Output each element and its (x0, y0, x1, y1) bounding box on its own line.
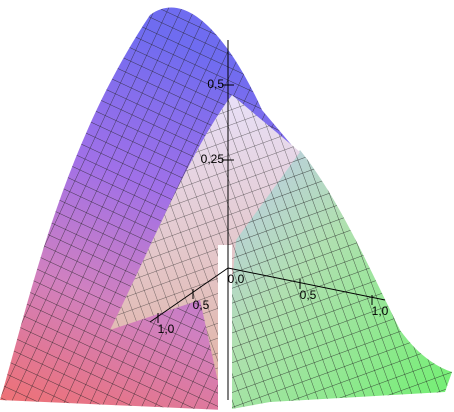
tick-label: 0,5 (207, 77, 224, 91)
tick-label: 0,0 (228, 272, 245, 286)
tick-label: 1,0 (158, 322, 175, 336)
chart: 0,5 0,25 0,0 0,5 1,0 0,5 1,0 (0, 0, 454, 412)
surface (0, 7, 452, 410)
tick-label: 1,0 (372, 304, 389, 318)
tick-label: 0,5 (193, 298, 210, 312)
tick-label: 0,25 (201, 152, 225, 166)
tick-label: 0,5 (300, 288, 317, 302)
